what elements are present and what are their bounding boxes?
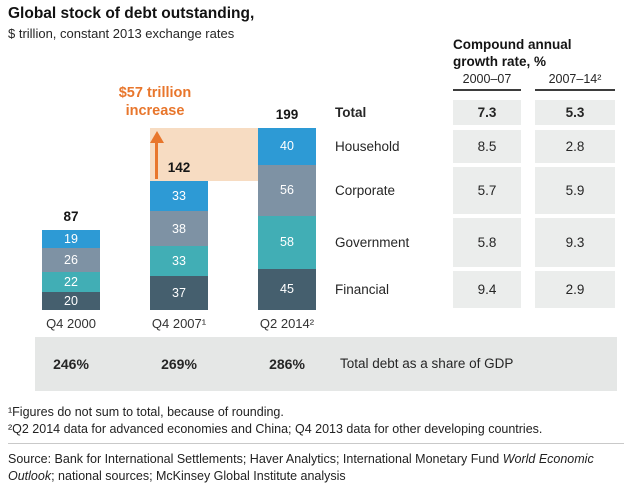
- increase-annotation-line2: increase: [125, 103, 185, 119]
- bar-segment-corporate: 38: [150, 211, 208, 246]
- growth-row-label: Total: [335, 105, 367, 120]
- bar-segment-financial: 37: [150, 276, 208, 310]
- growth-value-cell: 5.3: [535, 100, 615, 125]
- growth-col-2007-14: 2007–14²: [535, 72, 615, 91]
- growth-value-cell: 5.7: [453, 166, 521, 214]
- growth-value-cell: 2.9: [535, 270, 615, 308]
- stacked-bar: 19 26 22 20: [42, 230, 100, 310]
- bar-segment-government: 58: [258, 215, 316, 269]
- growth-row-label: Government: [335, 234, 410, 250]
- growth-value-cell: 8.5: [453, 130, 521, 163]
- source-text-suffix: ; national sources; McKinsey Global Inst…: [51, 469, 346, 483]
- bar-segment-corporate: 26: [42, 247, 100, 272]
- page-subtitle: $ trillion, constant 2013 exchange rates: [8, 26, 235, 41]
- x-axis-label: Q4 2000: [46, 316, 96, 331]
- growth-value-cell: 9.4: [453, 270, 521, 308]
- growth-row-label: Financial: [335, 281, 390, 297]
- page-title: Global stock of debt outstanding,: [8, 5, 255, 22]
- increase-arrow-head: [150, 131, 164, 143]
- increase-annotation-line1: $57 trillion: [118, 85, 192, 101]
- x-axis-label: Q2 2014²: [259, 316, 315, 331]
- stacked-bar: 33 38 33 37: [150, 181, 208, 310]
- bar-total-label: 142: [167, 160, 191, 176]
- growth-row-label: Corporate: [335, 182, 396, 198]
- growth-value-cell: 7.3: [453, 100, 521, 125]
- x-axis-label: Q4 2007¹: [151, 316, 207, 331]
- increase-arrow-line: [155, 142, 158, 179]
- bar-segment-household: 40: [258, 128, 316, 165]
- footnote: ¹Figures do not sum to total, because of…: [8, 405, 284, 419]
- bar-segment-financial: 20: [42, 291, 100, 310]
- stacked-bar: 40 56 58 45: [258, 128, 316, 310]
- growth-value-cell: 2.8: [535, 130, 615, 163]
- growth-value-cell: 5.8: [453, 217, 521, 267]
- growth-value-cell: 5.9: [535, 166, 615, 214]
- bar-segment-government: 22: [42, 271, 100, 292]
- source-text: Source: Bank for International Settlemen…: [8, 452, 503, 466]
- growth-row-label: Household: [335, 138, 400, 154]
- gdp-share-value-q4-2007: 269%: [161, 356, 197, 372]
- bar-total-label: 87: [63, 209, 79, 225]
- increase-annotation: $57 trillion increase: [100, 84, 210, 120]
- bar-segment-government: 33: [150, 245, 208, 277]
- gdp-share-value-q2-2014: 286%: [269, 356, 305, 372]
- growth-value-cell: 9.3: [535, 217, 615, 267]
- bar-total-label: 199: [275, 107, 299, 122]
- bar-segment-household: 19: [42, 230, 100, 248]
- bar-segment-corporate: 56: [258, 164, 316, 216]
- footnote: ²Q2 2014 data for advanced economies and…: [8, 421, 543, 436]
- bar-segment-financial: 45: [258, 268, 316, 310]
- gdp-share-band: [35, 337, 617, 391]
- source-line: Source: Bank for International Settlemen…: [8, 443, 624, 485]
- gdp-share-value-q4-2000: 246%: [53, 356, 89, 372]
- gdp-share-label: Total debt as a share of GDP: [340, 356, 514, 371]
- bar-segment-household: 33: [150, 181, 208, 212]
- growth-table-title: Compound annual growth rate, %: [453, 37, 572, 69]
- growth-col-2000-07: 2000–07: [453, 72, 521, 91]
- source-italic-text: World Economic Outlook: [8, 452, 594, 483]
- footnotes: ¹Figures do not sum to total, because of…: [8, 404, 624, 437]
